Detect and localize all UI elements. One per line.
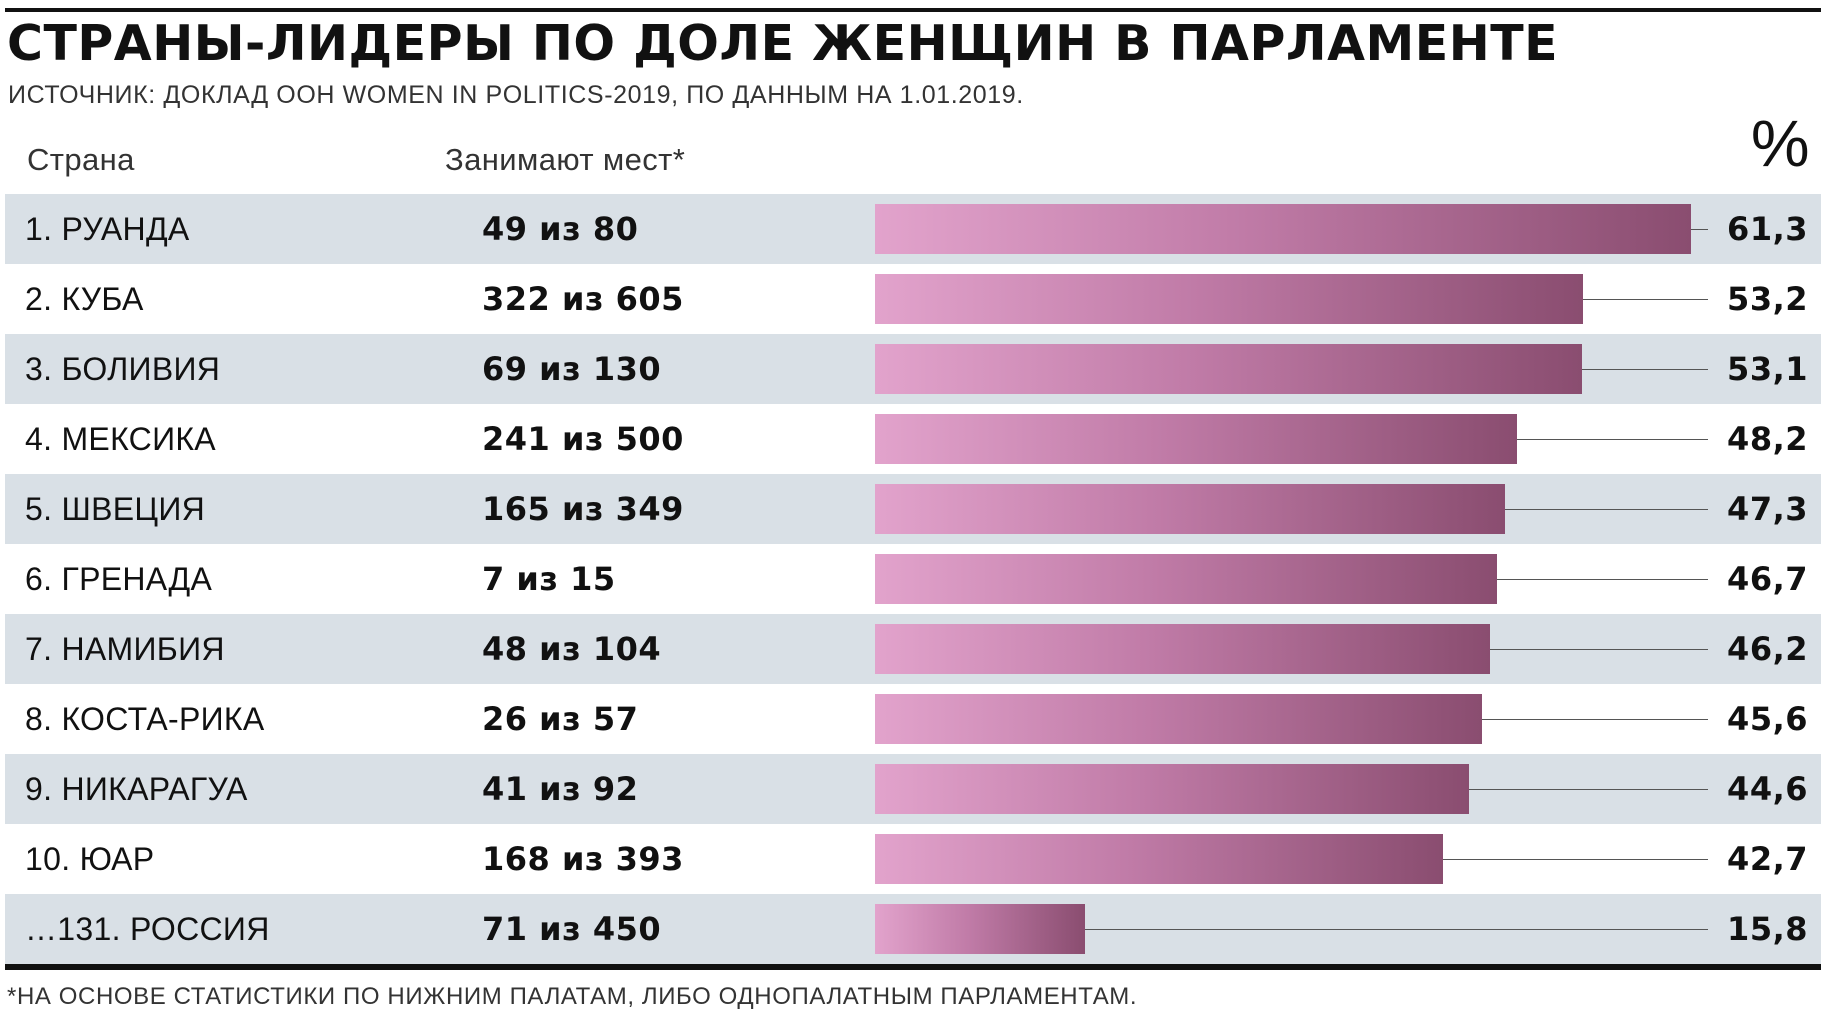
leader-line xyxy=(1505,509,1708,510)
leader-line xyxy=(1490,649,1708,650)
leader-line xyxy=(1469,789,1708,790)
bar xyxy=(875,204,1691,254)
table-row: 4. МЕКСИКА 241 из 500 48,2 xyxy=(5,404,1821,474)
seats-label: 165 из 349 xyxy=(482,490,684,528)
leader-line xyxy=(1482,719,1708,720)
table-row: 8. КОСТА-РИКА 26 из 57 45,6 xyxy=(5,684,1821,754)
seats-label: 168 из 393 xyxy=(482,840,684,878)
bar xyxy=(875,834,1443,884)
value-label: 46,2 xyxy=(1727,630,1808,668)
bar xyxy=(875,904,1085,954)
bottom-rule xyxy=(5,964,1821,970)
value-label: 53,1 xyxy=(1727,350,1808,388)
country-label: 5. ШВЕЦИЯ xyxy=(25,491,206,527)
seats-label: 241 из 500 xyxy=(482,420,684,458)
table-row: 2. КУБА 322 из 605 53,2 xyxy=(5,264,1821,334)
value-label: 42,7 xyxy=(1727,840,1808,878)
country-label: 2. КУБА xyxy=(25,281,144,317)
bar xyxy=(875,554,1497,604)
seats-label: 322 из 605 xyxy=(482,280,684,318)
value-label: 44,6 xyxy=(1727,770,1808,808)
value-label: 53,2 xyxy=(1727,280,1808,318)
country-label: 6. ГРЕНАДА xyxy=(25,561,213,597)
chart-title: СТРАНЫ-ЛИДЕРЫ ПО ДОЛЕ ЖЕНЩИН В ПАРЛАМЕНТ… xyxy=(7,15,1559,72)
top-rule xyxy=(5,8,1821,12)
bar xyxy=(875,414,1517,464)
leader-line xyxy=(1443,859,1708,860)
table-row: …131. РОССИЯ 71 из 450 15,8 xyxy=(5,894,1821,964)
table-row: 1. РУАНДА 49 из 80 61,3 xyxy=(5,194,1821,264)
chart-subtitle: ИСТОЧНИК: ДОКЛАД ООН WOMEN IN POLITICS-2… xyxy=(8,81,1024,109)
leader-line xyxy=(1497,579,1708,580)
value-label: 45,6 xyxy=(1727,700,1808,738)
bar xyxy=(875,344,1582,394)
value-label: 47,3 xyxy=(1727,490,1808,528)
table-row: 9. НИКАРАГУА 41 из 92 44,6 xyxy=(5,754,1821,824)
chart-container: СТРАНЫ-ЛИДЕРЫ ПО ДОЛЕ ЖЕНЩИН В ПАРЛАМЕНТ… xyxy=(5,0,1821,1011)
leader-line xyxy=(1517,439,1708,440)
chart-rows: 1. РУАНДА 49 из 80 61,3 2. КУБА 322 из 605 53… xyxy=(5,194,1821,964)
seats-label: 69 из 130 xyxy=(482,350,662,388)
bar xyxy=(875,694,1482,744)
leader-line xyxy=(1691,229,1708,230)
seats-label: 49 из 80 xyxy=(482,210,639,248)
footnote: *НА ОСНОВЕ СТАТИСТИКИ ПО НИЖНИМ ПАЛАТАМ,… xyxy=(7,983,1138,1010)
country-label: 10. ЮАР xyxy=(25,841,155,877)
bar xyxy=(875,274,1583,324)
country-label: …131. РОССИЯ xyxy=(25,911,270,947)
country-label: 1. РУАНДА xyxy=(25,211,190,247)
table-row: 6. ГРЕНАДА 7 из 15 46,7 xyxy=(5,544,1821,614)
value-label: 48,2 xyxy=(1727,420,1808,458)
header-seats: Занимают мест* xyxy=(445,142,686,177)
header-country: Страна xyxy=(27,142,135,177)
bar xyxy=(875,624,1490,674)
bar xyxy=(875,484,1505,534)
seats-label: 7 из 15 xyxy=(482,560,616,598)
seats-label: 71 из 450 xyxy=(482,910,662,948)
table-row: 7. НАМИБИЯ 48 из 104 46,2 xyxy=(5,614,1821,684)
table-row: 3. БОЛИВИЯ 69 из 130 53,1 xyxy=(5,334,1821,404)
value-label: 15,8 xyxy=(1727,910,1808,948)
seats-label: 26 из 57 xyxy=(482,700,639,738)
country-label: 7. НАМИБИЯ xyxy=(25,631,225,667)
table-row: 10. ЮАР 168 из 393 42,7 xyxy=(5,824,1821,894)
country-label: 9. НИКАРАГУА xyxy=(25,771,248,807)
country-label: 4. МЕКСИКА xyxy=(25,421,216,457)
leader-line xyxy=(1583,299,1708,300)
header-percent: % xyxy=(1750,106,1810,180)
country-label: 8. КОСТА-РИКА xyxy=(25,701,265,737)
seats-label: 48 из 104 xyxy=(482,630,662,668)
table-row: 5. ШВЕЦИЯ 165 из 349 47,3 xyxy=(5,474,1821,544)
country-label: 3. БОЛИВИЯ xyxy=(25,351,221,387)
leader-line xyxy=(1085,929,1708,930)
value-label: 46,7 xyxy=(1727,560,1808,598)
leader-line xyxy=(1582,369,1708,370)
value-label: 61,3 xyxy=(1727,210,1808,248)
seats-label: 41 из 92 xyxy=(482,770,639,808)
bar xyxy=(875,764,1469,814)
